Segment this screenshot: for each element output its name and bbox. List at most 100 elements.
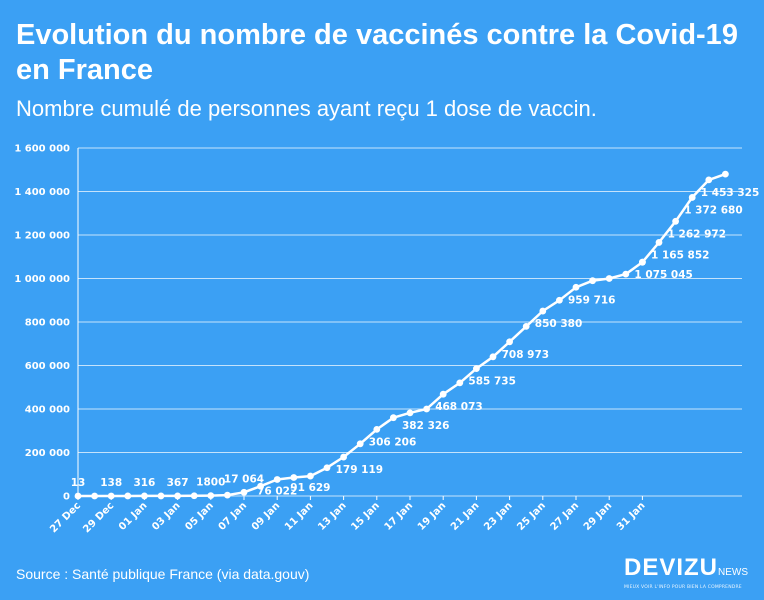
data-point — [323, 464, 331, 472]
data-label: 1 075 045 — [634, 269, 692, 281]
data-label: 1800 — [196, 477, 225, 489]
y-axis: 0 200 000 400 000 600 000 800 000 1 000 000 1 … — [14, 144, 79, 503]
x-tick-label: 27 Jan — [549, 500, 582, 533]
x-tick-label: 13 Jan — [316, 500, 349, 533]
data-point — [439, 390, 447, 398]
data-label: 17 064 — [224, 473, 264, 485]
data-label: 468 073 — [435, 401, 483, 413]
y-tick-label: 1 600 000 — [14, 144, 70, 155]
x-tick-label: 29 Jan — [582, 500, 615, 533]
x-tick-label: 01 Jan — [117, 500, 150, 533]
y-tick-label: 1 400 000 — [14, 187, 70, 198]
data-label: 367 — [167, 477, 189, 489]
x-tick-label: 05 Jan — [183, 500, 216, 533]
data-point — [74, 492, 82, 500]
data-label: 316 — [133, 477, 155, 489]
chart-title: Evolution du nombre de vaccinés contre l… — [16, 19, 738, 86]
data-point — [423, 405, 430, 413]
source-note: Source : Santé publique France (via data… — [16, 566, 310, 582]
data-point — [639, 258, 646, 266]
x-tick-label: 25 Jan — [515, 500, 548, 533]
data-label: 959 716 — [568, 294, 616, 306]
series-line — [78, 261, 644, 498]
data-point — [190, 492, 198, 500]
data-label: 306 206 — [369, 436, 417, 448]
data-point — [489, 353, 497, 361]
data-point — [207, 492, 215, 500]
x-tick-label: 03 Jan — [150, 500, 183, 533]
data-point — [290, 474, 298, 481]
data-point — [556, 296, 563, 304]
data-point — [174, 492, 182, 500]
x-tick-label: 21 Jan — [449, 500, 482, 533]
data-label: 850 380 — [535, 318, 583, 330]
logo-tagline: MIEUX VOIR L'INFO POUR BIEN LA COMPRENDR… — [624, 585, 742, 590]
data-point — [91, 492, 98, 500]
data-point — [722, 170, 729, 178]
data-point — [107, 492, 115, 500]
devizu-logo: DEVIZUNEWS MIEUX VOIR L'INFO POUR BIEN L… — [624, 556, 754, 591]
data-point — [672, 217, 679, 225]
y-tick-label: 200 000 — [25, 448, 70, 459]
data-label: 179 119 — [336, 464, 384, 476]
x-tick-label: 27 Dec — [48, 500, 83, 535]
data-point — [124, 492, 132, 500]
y-tick-label: 800 000 — [25, 318, 70, 329]
data-label: 91 629 — [290, 482, 330, 494]
chart-subtitle: Nombre cumulé de personnes ayant reçu 1 … — [16, 96, 597, 121]
x-tick-label: 23 Jan — [482, 500, 515, 533]
data-label: 76 022 — [257, 485, 297, 497]
x-tick-label: 09 Jan — [250, 500, 283, 533]
data-label: 585 735 — [468, 376, 516, 388]
chart-points — [74, 170, 729, 500]
data-point — [273, 476, 281, 483]
data-label: 1 453 325 — [701, 187, 759, 199]
x-tick-label: 11 Jan — [283, 500, 316, 533]
data-label: 13 — [71, 477, 86, 489]
data-point — [307, 472, 314, 480]
y-tick-label: 600 000 — [25, 361, 70, 372]
x-tick-label: 17 Jan — [383, 500, 416, 533]
data-point — [473, 365, 480, 373]
data-point — [589, 277, 596, 285]
data-point — [522, 322, 530, 330]
data-point — [572, 283, 580, 291]
data-label: 1 165 852 — [651, 249, 709, 261]
data-point — [406, 409, 414, 417]
data-label: 1 262 972 — [668, 228, 726, 240]
data-point — [340, 453, 347, 461]
y-tick-label: 1 000 000 — [14, 274, 70, 285]
data-point — [141, 492, 148, 500]
data-point — [539, 307, 547, 315]
data-label: 138 — [100, 477, 122, 489]
data-label: 1 372 680 — [684, 204, 742, 216]
y-tick-label: 1 200 000 — [14, 231, 70, 242]
data-point — [622, 270, 630, 278]
x-tick-label: 31 Jan — [615, 500, 648, 533]
y-tick-label: 400 000 — [25, 405, 70, 416]
data-label: 382 326 — [402, 420, 450, 432]
x-tick-label: 15 Jan — [349, 500, 382, 533]
x-tick-label: 19 Jan — [416, 500, 449, 533]
data-point — [257, 482, 264, 490]
chart-grid — [78, 147, 742, 497]
data-point — [688, 194, 696, 201]
logo-wordmark: DEVIZUNEWS — [624, 554, 749, 581]
data-point — [390, 414, 397, 422]
y-tick-label: 0 — [63, 492, 70, 503]
data-point — [157, 492, 165, 500]
data-point — [506, 338, 513, 346]
x-tick-label: 29 Dec — [81, 500, 116, 535]
data-point — [356, 440, 364, 448]
data-point — [224, 491, 231, 499]
data-point — [373, 426, 381, 433]
x-tick-label: 07 Jan — [217, 500, 250, 533]
data-point — [655, 239, 663, 246]
data-point — [605, 275, 613, 282]
data-point — [240, 488, 248, 496]
data-label: 708 973 — [502, 349, 549, 361]
data-point — [705, 176, 713, 184]
